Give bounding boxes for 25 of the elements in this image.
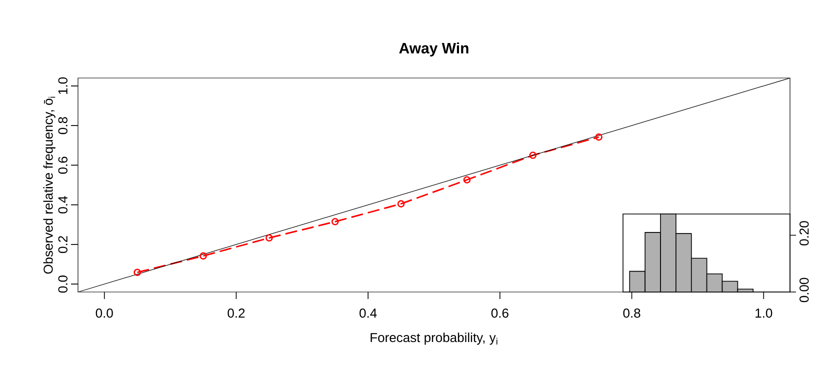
y-tick-label: 0.8 xyxy=(58,117,68,134)
x-tick-label: 0.6 xyxy=(491,308,508,318)
y-tick-label: 0.6 xyxy=(58,156,68,174)
y-tick-label: 0.2 xyxy=(58,236,68,253)
chart-title: Away Win xyxy=(399,42,468,56)
y-tick-label: 0.4 xyxy=(58,196,68,214)
point xyxy=(595,133,602,141)
x-tick-label: 0.8 xyxy=(623,308,640,318)
y-axis-title: Observed relative frequency, ō$_{i}$ xyxy=(43,96,56,274)
y-tick-label: 0.00 xyxy=(800,278,809,302)
point xyxy=(397,200,405,208)
x-tick-label: 1.0 xyxy=(756,308,772,318)
point xyxy=(200,252,207,260)
x-tick-label: 0.2 xyxy=(228,308,245,318)
x-tick-label: 0.4 xyxy=(360,308,377,318)
point xyxy=(529,152,537,159)
point xyxy=(331,218,339,226)
y-tick-label: 1.0 xyxy=(58,77,68,94)
y-tick-label: 0.0 xyxy=(58,276,68,293)
point xyxy=(266,234,273,242)
point xyxy=(134,268,141,276)
x-axis-title: Forecast probability, y$_{i}$ xyxy=(370,332,498,345)
y-tick-label: 0.20 xyxy=(800,221,809,246)
x-tick-label: 0.0 xyxy=(96,308,113,318)
point xyxy=(463,176,471,184)
